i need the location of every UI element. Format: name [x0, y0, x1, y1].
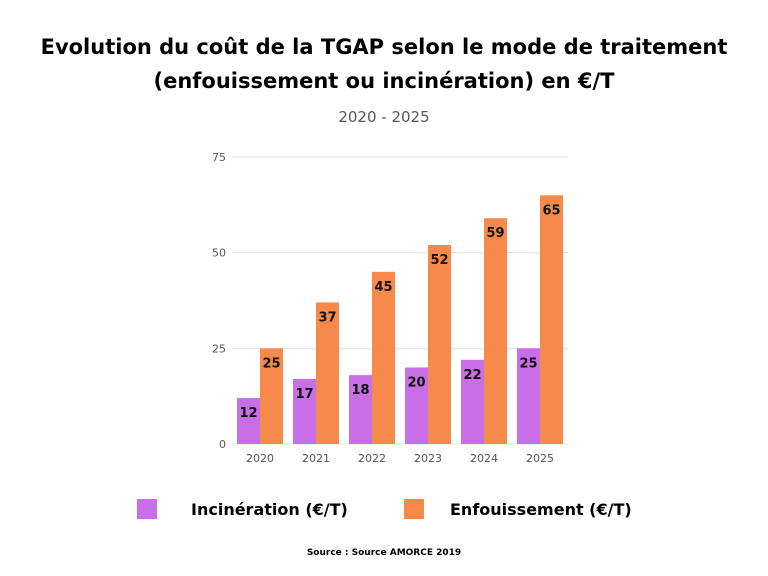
data-label-incineration-2024: 22: [463, 368, 481, 383]
bar-incineration-2025: [517, 348, 540, 444]
bar-enfouissement-2024: [484, 218, 507, 444]
x-tick-label-2022: 2022: [358, 452, 386, 465]
legend-item-incineration: Incinération (€/T): [137, 497, 348, 521]
data-label-enfouissement-2022: 45: [374, 280, 392, 295]
x-tick-label-2025: 2025: [526, 452, 554, 465]
chart-title-line-2: (enfouissement ou incinération) en €/T: [153, 69, 615, 93]
legend-swatch-enfouissement: [404, 499, 424, 519]
data-label-incineration-2025: 25: [519, 356, 537, 371]
bar-enfouissement-2023: [428, 245, 451, 444]
chart-title: Evolution du coût de la TGAP selon le mo…: [0, 30, 768, 98]
bar-incineration-2022: [349, 375, 372, 444]
data-label-enfouissement-2025: 65: [542, 203, 560, 218]
y-tick-label-0: 0: [219, 438, 226, 451]
data-label-incineration-2021: 17: [295, 387, 313, 402]
data-label-enfouissement-2020: 25: [262, 356, 280, 371]
bar-incineration-2021: [293, 378, 316, 444]
y-tick-label-75: 75: [212, 151, 226, 164]
bar-enfouissement-2021: [316, 302, 339, 444]
source-note: Source : Source AMORCE 2019: [306, 548, 462, 558]
legend-label-enfouissement: Enfouissement (€/T): [450, 499, 632, 519]
legend-swatch-incineration: [137, 499, 157, 519]
bar-enfouissement-2022: [372, 271, 395, 444]
y-tick-label-50: 50: [212, 247, 226, 260]
x-tick-label-2023: 2023: [414, 452, 442, 465]
data-label-enfouissement-2024: 59: [486, 226, 504, 241]
x-tick-label-2024: 2024: [470, 452, 498, 465]
data-label-incineration-2023: 20: [407, 375, 425, 390]
bar-incineration-2023: [405, 367, 428, 444]
data-label-enfouissement-2021: 37: [318, 310, 336, 325]
y-tick-label-25: 25: [212, 342, 226, 355]
legend-item-enfouissement: Enfouissement (€/T): [404, 497, 632, 521]
bar-incineration-2024: [461, 359, 484, 444]
legend-label-incineration: Incinération (€/T): [191, 499, 348, 519]
data-label-incineration-2020: 12: [239, 406, 257, 421]
chart-title-line-1: Evolution du coût de la TGAP selon le mo…: [40, 35, 728, 59]
x-tick-label-2021: 2021: [302, 452, 330, 465]
data-label-enfouissement-2023: 52: [430, 253, 448, 268]
chart-subtitle: 2020 - 2025: [338, 108, 430, 126]
x-tick-label-2020: 2020: [246, 452, 274, 465]
bar-enfouissement-2025: [540, 195, 563, 444]
bar-incineration-2020: [237, 398, 260, 444]
data-label-incineration-2022: 18: [351, 383, 369, 398]
bar-enfouissement-2020: [260, 348, 283, 444]
